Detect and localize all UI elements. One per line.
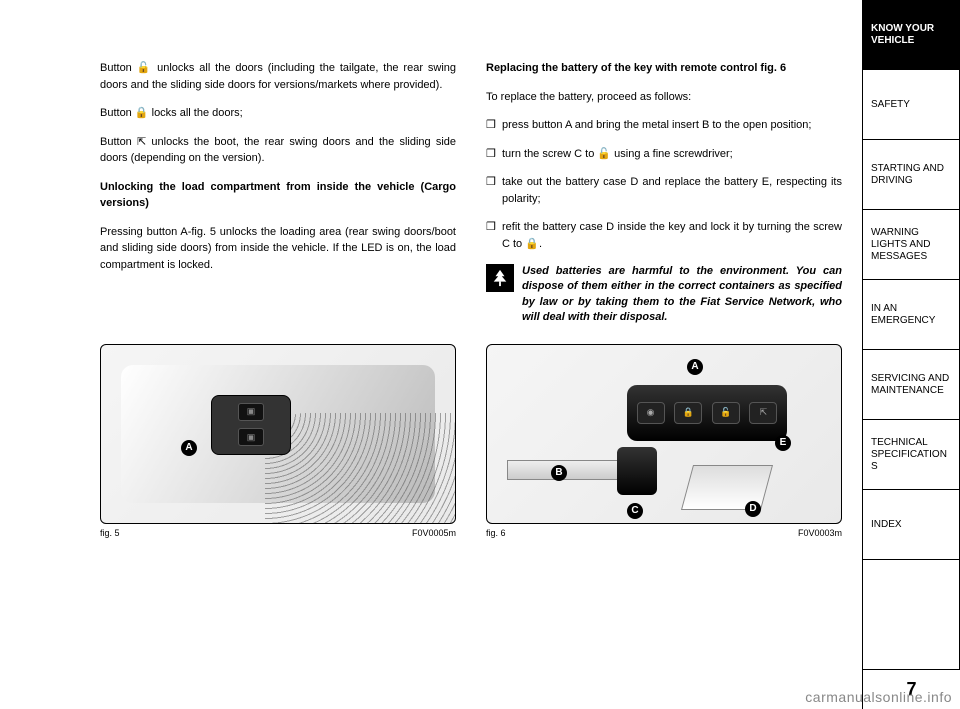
text: Button xyxy=(100,107,135,119)
tree-icon xyxy=(486,264,514,292)
figure-6-caption: fig. 6 F0V0003m xyxy=(486,528,842,538)
text: unlocks all the doors (including the tai… xyxy=(100,62,456,91)
content-area: Button 🔓 unlocks all the doors (includin… xyxy=(0,0,862,709)
battery-case-illustration xyxy=(681,465,773,510)
page-root: Button 🔓 unlocks all the doors (includin… xyxy=(0,0,960,709)
bullet-marker: ❒ xyxy=(486,146,496,163)
eco-warning: Used batteries are harmful to the enviro… xyxy=(486,264,842,326)
bullet-marker: ❒ xyxy=(486,219,496,252)
key-button-illustration: ⇱ xyxy=(749,402,777,424)
tab-servicing-maintenance[interactable]: SERVICING AND MAINTENANCE xyxy=(863,350,960,420)
callout-d: D xyxy=(745,501,761,517)
tab-know-your-vehicle[interactable]: KNOW YOUR VEHICLE xyxy=(863,0,960,70)
bullet-marker: ❒ xyxy=(486,174,496,207)
text: using a fine screwdriver; xyxy=(611,148,733,160)
tree-svg xyxy=(491,269,509,287)
section-heading: Unlocking the load compartment from insi… xyxy=(100,179,456,212)
callout-c: C xyxy=(627,503,643,519)
figure-6-frame: ◉ 🔒 🔓 ⇱ A B C D E xyxy=(486,344,842,524)
key-button-illustration: 🔒 xyxy=(674,402,702,424)
figure-6: ◉ 🔒 🔓 ⇱ A B C D E fig. 6 F0V0003m xyxy=(486,344,842,538)
tab-index[interactable]: INDEX xyxy=(863,490,960,560)
switch-cluster-illustration: ▣ ▣ xyxy=(211,395,291,455)
text: Button xyxy=(100,136,137,148)
figure-number: fig. 5 xyxy=(100,528,120,538)
text: refit the battery case D inside the key … xyxy=(502,221,842,250)
text: Button xyxy=(100,62,137,74)
boot-icon: ⇱ xyxy=(137,136,146,148)
warning-text: Used batteries are harmful to the enviro… xyxy=(522,264,842,326)
unlock-icon: 🔓 xyxy=(597,148,611,160)
callout-a: A xyxy=(687,359,703,375)
key-blade-illustration xyxy=(507,460,657,480)
sidebar-spacer xyxy=(863,560,960,669)
left-column: Button 🔓 unlocks all the doors (includin… xyxy=(100,60,456,326)
text-columns: Button 🔓 unlocks all the doors (includin… xyxy=(100,60,842,326)
text: unlocks the boot, the rear swing doors a… xyxy=(100,136,456,165)
key-fob-illustration: ◉ 🔒 🔓 ⇱ xyxy=(627,385,787,441)
list-item: ❒refit the battery case D inside the key… xyxy=(486,219,842,252)
figure-code: F0V0003m xyxy=(798,528,842,538)
bullet-marker: ❒ xyxy=(486,117,496,134)
switch-button-illustration: ▣ xyxy=(238,403,264,421)
text: take out the battery case D and replace … xyxy=(502,174,842,207)
tab-warning-lights[interactable]: WARNING LIGHTS AND MESSAGES xyxy=(863,210,960,280)
list-item: ❒take out the battery case D and replace… xyxy=(486,174,842,207)
text: press button A and bring the metal inser… xyxy=(502,117,811,134)
list-item: ❒ press button A and bring the metal inse… xyxy=(486,117,842,134)
section-heading: Replacing the battery of the key with re… xyxy=(486,60,842,77)
paragraph: Pressing button A-fig. 5 unlocks the loa… xyxy=(100,224,456,274)
figure-code: F0V0005m xyxy=(412,528,456,538)
figure-5: ▣ ▣ A fig. 5 F0V0005m xyxy=(100,344,456,538)
key-button-illustration: 🔓 xyxy=(712,402,740,424)
lock-icon: 🔒 xyxy=(525,238,539,250)
tab-safety[interactable]: SAFETY xyxy=(863,70,960,140)
list-item: ❒ turn the screw C to 🔓 using a fine scre… xyxy=(486,146,842,163)
figure-5-caption: fig. 5 F0V0005m xyxy=(100,528,456,538)
tab-in-an-emergency[interactable]: IN AN EMERGENCY xyxy=(863,280,960,350)
figure-5-frame: ▣ ▣ A xyxy=(100,344,456,524)
text: turn the screw C to xyxy=(502,148,597,160)
chapter-tabs: KNOW YOUR VEHICLE SAFETY STARTING AND DR… xyxy=(862,0,960,709)
paragraph: Button 🔓 unlocks all the doors (includin… xyxy=(100,60,456,93)
paragraph: To replace the battery, proceed as follo… xyxy=(486,89,842,106)
speaker-mesh-illustration xyxy=(265,413,456,524)
lock-icon: 🔒 xyxy=(135,107,149,119)
key-button-illustration: ◉ xyxy=(637,402,665,424)
text: . xyxy=(539,238,542,250)
figure-row: ▣ ▣ A fig. 5 F0V0005m ◉ 🔒 🔓 xyxy=(100,344,842,538)
tab-technical-specs[interactable]: TECHNICAL SPECIFICATIONS xyxy=(863,420,960,490)
callout-e: E xyxy=(775,435,791,451)
paragraph: Button ⇱ unlocks the boot, the rear swin… xyxy=(100,134,456,167)
tab-starting-and-driving[interactable]: STARTING AND DRIVING xyxy=(863,140,960,210)
unlock-icon: 🔓 xyxy=(137,62,153,74)
text: locks all the doors; xyxy=(149,107,243,119)
paragraph: Button 🔒 locks all the doors; xyxy=(100,105,456,122)
switch-button-illustration: ▣ xyxy=(238,428,264,446)
figure-number: fig. 6 xyxy=(486,528,506,538)
watermark: carmanualsonline.info xyxy=(797,685,960,709)
callout-b: B xyxy=(551,465,567,481)
callout-a: A xyxy=(181,440,197,456)
right-column: Replacing the battery of the key with re… xyxy=(486,60,842,326)
